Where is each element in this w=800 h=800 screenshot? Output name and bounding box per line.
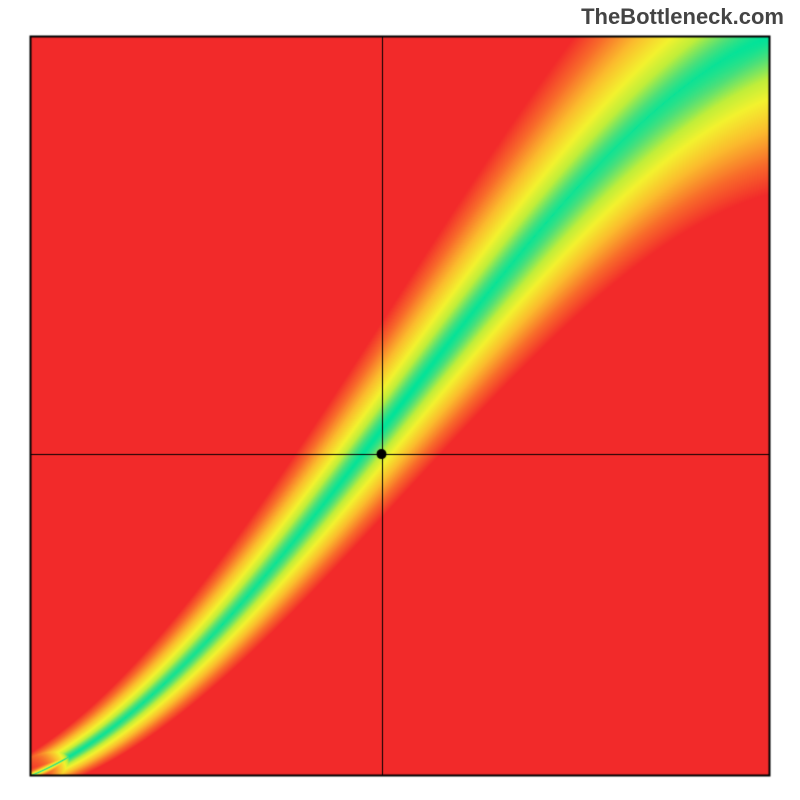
bottleneck-heatmap: [0, 0, 800, 800]
chart-container: TheBottleneck.com: [0, 0, 800, 800]
attribution-label: TheBottleneck.com: [581, 4, 784, 30]
